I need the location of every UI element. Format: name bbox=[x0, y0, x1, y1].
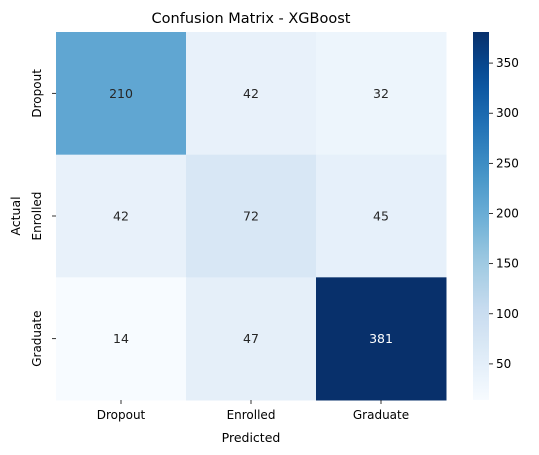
cell-value-labels: 210 42 32 42 72 45 14 47 381 bbox=[109, 86, 393, 346]
cell-value-label: 32 bbox=[373, 86, 389, 101]
colorbar-tick-label: 50 bbox=[496, 357, 511, 371]
colorbar-tick-label: 200 bbox=[496, 206, 519, 220]
cell-value-label: 381 bbox=[369, 331, 393, 346]
x-tick-label: Graduate bbox=[353, 408, 409, 422]
cell-value-label: 210 bbox=[109, 86, 133, 101]
heatmap-cell bbox=[316, 277, 447, 401]
heatmap-cell bbox=[316, 32, 447, 156]
x-axis-ticks: Dropout Enrolled Graduate bbox=[97, 400, 409, 422]
cell-value-label: 42 bbox=[113, 209, 129, 224]
colorbar-tick-label: 300 bbox=[496, 106, 519, 120]
x-axis-label: Predicted bbox=[222, 430, 281, 445]
x-tick-label: Dropout bbox=[97, 408, 146, 422]
heatmap-cell bbox=[56, 32, 187, 156]
colorbar-ticks: 50 100 150 200 250 300 350 bbox=[489, 56, 519, 371]
y-tick-label: Graduate bbox=[30, 311, 44, 367]
heatmap-cell bbox=[56, 154, 187, 278]
cell-value-label: 14 bbox=[113, 331, 129, 346]
cell-value-label: 45 bbox=[373, 209, 389, 224]
y-tick-label: Enrolled bbox=[30, 192, 44, 241]
heatmap-cell bbox=[186, 154, 317, 278]
chart-title: Confusion Matrix - XGBoost bbox=[152, 11, 351, 27]
heatmap-cell bbox=[316, 154, 447, 278]
colorbar-tick-label: 150 bbox=[496, 257, 519, 271]
colorbar-tick-label: 100 bbox=[496, 307, 519, 321]
heatmap-cell bbox=[186, 277, 317, 401]
colorbar bbox=[473, 32, 489, 400]
cell-value-label: 72 bbox=[243, 209, 259, 224]
heatmap-cell bbox=[56, 277, 187, 401]
colorbar-tick-label: 250 bbox=[496, 156, 519, 170]
colorbar-tick-label: 350 bbox=[496, 56, 519, 70]
cell-value-label: 42 bbox=[243, 86, 259, 101]
x-tick-label: Enrolled bbox=[227, 408, 276, 422]
cell-value-label: 47 bbox=[243, 331, 259, 346]
heatmap-cell bbox=[186, 32, 317, 156]
y-tick-label: Dropout bbox=[30, 69, 44, 118]
heatmap-grid bbox=[56, 32, 447, 401]
y-axis-ticks: Dropout Enrolled Graduate bbox=[30, 69, 56, 367]
y-axis-label: Actual bbox=[8, 196, 23, 235]
